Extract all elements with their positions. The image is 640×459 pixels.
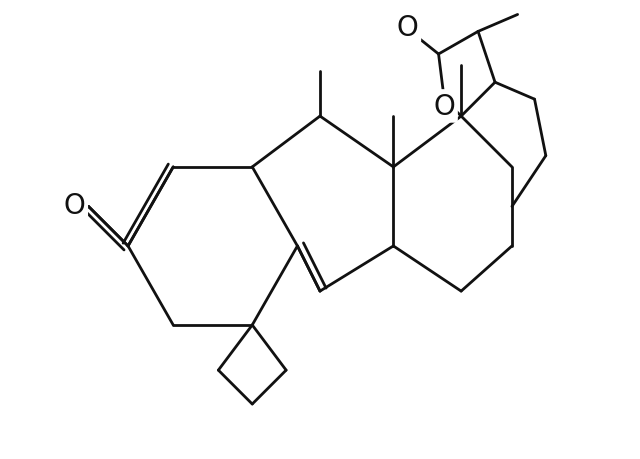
Text: O: O [433, 93, 455, 121]
Text: O: O [397, 14, 419, 42]
Text: O: O [63, 192, 85, 220]
